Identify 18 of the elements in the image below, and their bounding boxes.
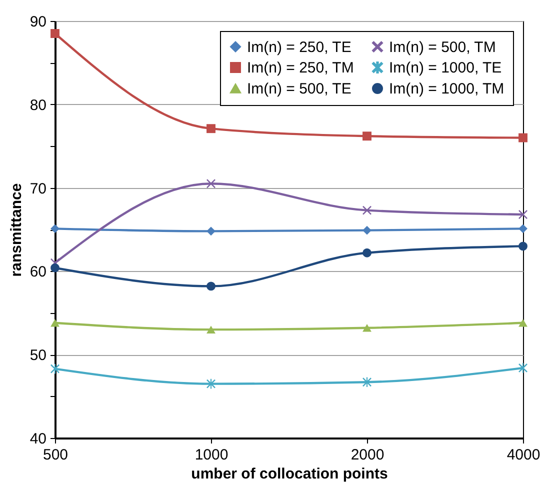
x-tick-label: 1000	[194, 446, 228, 464]
y-tick-label: 50	[30, 347, 46, 364]
legend-label: Im(n) = 250, TE	[247, 38, 352, 56]
x-axis-title: umber of collocation points	[191, 466, 388, 482]
y-tick-label: 80	[30, 96, 46, 114]
y-tick-label: 90	[30, 14, 46, 30]
y-tick-label: 40	[30, 430, 46, 448]
legend-label: Im(n) = 500, TM	[389, 38, 496, 56]
legend-label: Im(n) = 1000, TM	[389, 80, 504, 98]
legend-label: Im(n) = 250, TM	[247, 60, 354, 76]
legend-label: Im(n) = 1000, TE	[389, 60, 502, 76]
y-tick-label: 60	[30, 264, 46, 281]
y-axis-title: ransmittance	[8, 183, 25, 277]
y-tick-label: 70	[30, 180, 46, 198]
x-tick-label: 500	[42, 446, 68, 464]
x-tick-label: 2000	[350, 446, 384, 464]
legend-label: Im(n) = 500, TE	[247, 80, 352, 98]
x-tick-label: 4000	[506, 446, 540, 464]
